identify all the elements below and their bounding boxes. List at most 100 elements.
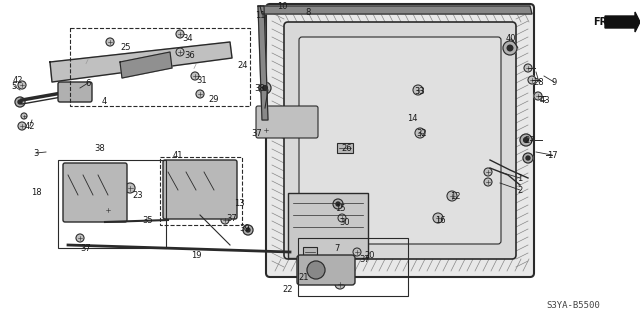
- Circle shape: [353, 248, 361, 256]
- Text: 24: 24: [237, 60, 248, 69]
- FancyBboxPatch shape: [58, 82, 92, 102]
- Text: 16: 16: [435, 215, 445, 225]
- Text: 41: 41: [173, 150, 183, 159]
- Text: 32: 32: [417, 129, 428, 138]
- Text: 8: 8: [305, 7, 310, 17]
- Circle shape: [335, 279, 345, 289]
- Circle shape: [18, 122, 26, 130]
- FancyBboxPatch shape: [288, 193, 368, 258]
- Circle shape: [18, 81, 26, 89]
- Bar: [337, 143, 353, 153]
- Text: 9: 9: [552, 77, 557, 86]
- Circle shape: [191, 72, 199, 80]
- Text: 23: 23: [132, 190, 143, 199]
- Text: 1: 1: [517, 173, 523, 182]
- Bar: [70, 28, 250, 106]
- Text: 38: 38: [255, 84, 266, 92]
- Text: 18: 18: [31, 188, 42, 196]
- Polygon shape: [50, 42, 232, 82]
- Circle shape: [526, 156, 530, 160]
- Text: 27: 27: [525, 135, 535, 145]
- Text: 42: 42: [25, 122, 35, 131]
- Text: 37: 37: [252, 129, 262, 138]
- Circle shape: [338, 214, 346, 222]
- Circle shape: [246, 228, 250, 232]
- Circle shape: [176, 30, 184, 38]
- Text: 37: 37: [81, 244, 92, 252]
- Circle shape: [176, 48, 184, 56]
- Text: 33: 33: [415, 86, 426, 95]
- Circle shape: [503, 41, 517, 55]
- Text: 31: 31: [196, 76, 207, 84]
- Text: 4: 4: [101, 97, 107, 106]
- Text: 13: 13: [234, 198, 244, 207]
- Circle shape: [523, 153, 533, 163]
- Circle shape: [259, 82, 271, 94]
- Circle shape: [534, 92, 542, 100]
- Text: 36: 36: [184, 51, 195, 60]
- Circle shape: [15, 97, 25, 107]
- Circle shape: [415, 128, 425, 138]
- Text: 3: 3: [33, 148, 38, 157]
- FancyBboxPatch shape: [297, 255, 355, 285]
- FancyBboxPatch shape: [284, 22, 516, 259]
- Text: 42: 42: [13, 76, 23, 84]
- Circle shape: [524, 64, 532, 72]
- Circle shape: [447, 191, 457, 201]
- Circle shape: [507, 45, 513, 51]
- Text: 7: 7: [334, 244, 340, 252]
- Circle shape: [76, 234, 84, 242]
- Circle shape: [307, 261, 325, 279]
- Text: 21: 21: [299, 274, 309, 283]
- Text: 37: 37: [360, 255, 371, 265]
- Circle shape: [433, 213, 443, 223]
- FancyBboxPatch shape: [299, 37, 501, 244]
- Circle shape: [484, 178, 492, 186]
- Circle shape: [104, 206, 112, 214]
- Text: 29: 29: [209, 94, 220, 103]
- Text: 37: 37: [227, 213, 237, 222]
- Text: 30: 30: [340, 218, 350, 227]
- Text: 26: 26: [342, 143, 352, 153]
- Text: 40: 40: [506, 34, 516, 43]
- Text: 34: 34: [182, 34, 193, 43]
- FancyBboxPatch shape: [163, 160, 237, 219]
- Text: 15: 15: [335, 204, 345, 212]
- Bar: [160, 157, 242, 225]
- Text: 43: 43: [540, 95, 550, 105]
- Text: S3YA-B5500: S3YA-B5500: [546, 300, 600, 309]
- Polygon shape: [260, 6, 532, 14]
- Text: 25: 25: [121, 43, 131, 52]
- Text: 39: 39: [240, 223, 250, 233]
- Circle shape: [524, 138, 529, 142]
- FancyBboxPatch shape: [256, 106, 318, 138]
- Text: 2: 2: [517, 186, 523, 195]
- Polygon shape: [120, 52, 172, 78]
- Text: 5: 5: [12, 82, 17, 91]
- Circle shape: [243, 225, 253, 235]
- Text: 11: 11: [255, 11, 265, 20]
- Circle shape: [106, 38, 114, 46]
- Circle shape: [125, 183, 135, 193]
- Text: 14: 14: [407, 114, 417, 123]
- Circle shape: [262, 86, 268, 91]
- FancyBboxPatch shape: [63, 163, 127, 222]
- Circle shape: [336, 202, 340, 206]
- Text: 10: 10: [276, 2, 287, 11]
- Text: 38: 38: [95, 143, 106, 153]
- Circle shape: [21, 113, 27, 119]
- Circle shape: [520, 134, 532, 146]
- Circle shape: [221, 216, 229, 224]
- Circle shape: [196, 90, 204, 98]
- Bar: [58, 160, 166, 248]
- Text: 35: 35: [143, 215, 154, 225]
- Polygon shape: [605, 12, 640, 32]
- Text: 19: 19: [191, 252, 201, 260]
- Circle shape: [484, 168, 492, 176]
- Text: 17: 17: [547, 150, 557, 159]
- FancyBboxPatch shape: [266, 4, 534, 277]
- Text: 12: 12: [450, 191, 460, 201]
- Polygon shape: [258, 6, 268, 120]
- Text: 22: 22: [283, 285, 293, 294]
- Text: 28: 28: [534, 77, 544, 86]
